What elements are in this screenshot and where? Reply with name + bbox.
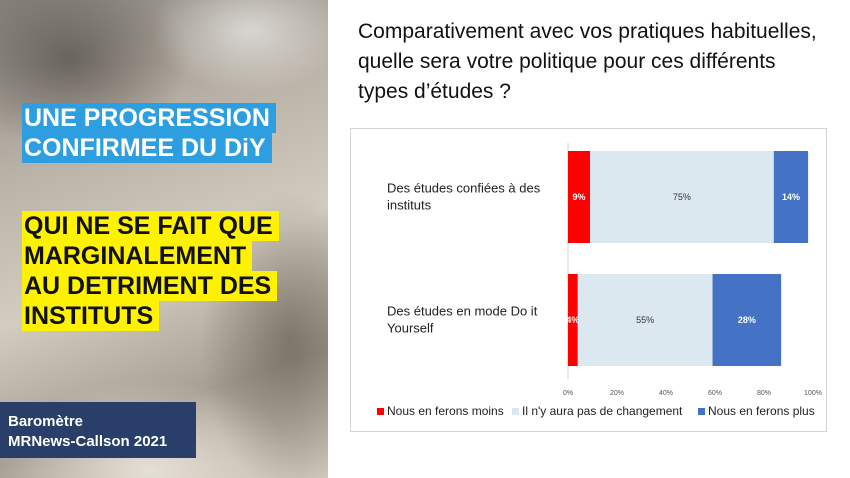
category-label-1-0: Des études en mode Do it <box>387 304 538 319</box>
headline-yellow-line-4: INSTITUTS <box>22 301 160 331</box>
headline-blue-line-1: UNE PROGRESSION <box>22 103 276 133</box>
value-label-1-0: 4% <box>566 315 579 325</box>
value-label-1-2: 28% <box>738 315 756 325</box>
category-label-0-1: instituts <box>387 198 432 213</box>
headline-yellow-line-2: MARGINALEMENT <box>22 241 253 271</box>
legend-swatch-0 <box>377 408 384 415</box>
bar-0-1 <box>590 151 774 243</box>
question-title: Comparativement avec vos pratiques habit… <box>358 20 817 103</box>
x-tick-label-0: 0% <box>563 390 573 397</box>
bar-1-1 <box>577 274 713 366</box>
x-tick-label-4: 80% <box>757 390 771 397</box>
bar-0-0 <box>568 151 591 243</box>
value-label-0-0: 9% <box>573 192 586 202</box>
bar-0-2 <box>773 151 809 243</box>
legend-label-2: Nous en ferons plus <box>708 404 815 418</box>
x-tick-label-3: 60% <box>708 390 722 397</box>
footer-line-1: Baromètre <box>8 413 84 430</box>
footer-line-2: MRNews-Callson 2021 <box>8 433 168 450</box>
value-label-1-1: 55% <box>636 315 654 325</box>
headline-blue-line-2: CONFIRMEE DU DiY <box>22 133 272 163</box>
x-tick-label-5: 100% <box>804 390 822 397</box>
bar-1-2 <box>712 274 782 366</box>
chart-frame: 9% 75% 14% Des études confiées à des institu… <box>350 128 827 432</box>
left-photo-panel: UNE PROGRESSION CONFIRMEE DU DiY QUI NE … <box>0 0 328 478</box>
legend-swatch-2 <box>698 408 705 415</box>
stacked-bar-chart: 9% 75% 14% Des études confiées à des institu… <box>377 143 822 418</box>
legend-label-1: Il n'y aura pas de changement <box>522 404 683 418</box>
value-label-0-1: 75% <box>673 192 691 202</box>
x-tick-label-2: 40% <box>659 390 673 397</box>
footer-badge: Baromètre MRNews-Callson 2021 <box>0 402 196 458</box>
category-label-0-0: Des études confiées à des <box>387 181 541 196</box>
value-label-0-2: 14% <box>782 192 800 202</box>
category-label-1-1: Yourself <box>387 321 434 336</box>
bar-1-0 <box>568 274 578 366</box>
legend-label-0: Nous en ferons moins <box>387 404 504 418</box>
legend-swatch-1 <box>512 408 519 415</box>
headline-yellow-line-3: AU DETRIMENT DES <box>22 271 278 301</box>
x-tick-label-1: 20% <box>610 390 624 397</box>
headline-yellow-line-1: QUI NE SE FAIT QUE <box>22 211 279 241</box>
